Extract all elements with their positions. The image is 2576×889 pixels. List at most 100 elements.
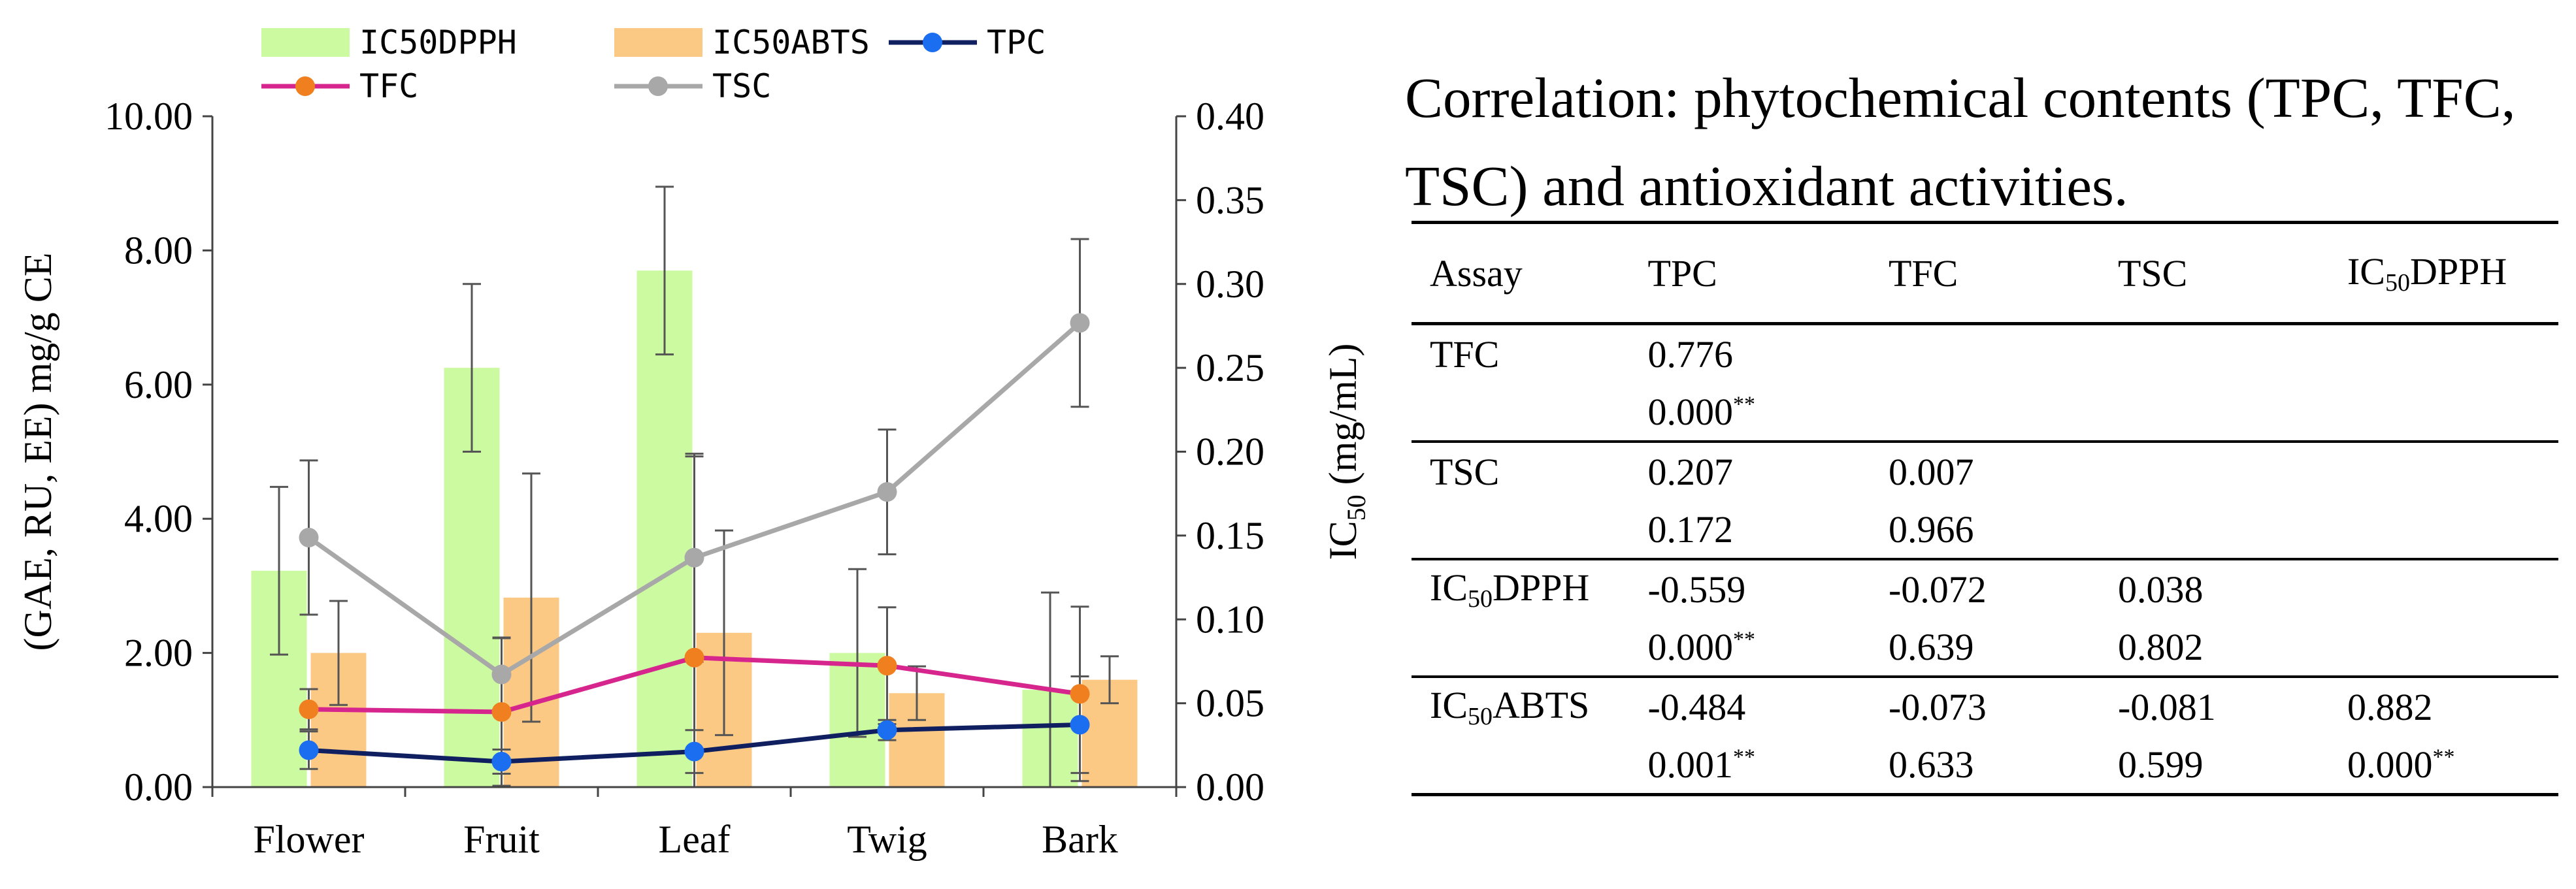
correlation-header-row: Assay TPC TFC TSC IC50DPPH [1412,221,2558,325]
correlation-coefficient: 0.007 [1888,450,1974,493]
correlation-table: Assay TPC TFC TSC IC50DPPH TFC 0.776 0.000** TS… [1412,221,2558,796]
legend-swatch-ic50abts [614,28,702,57]
y-right-tick-label: 0.40 [1196,95,1264,138]
row-label: TSC [1430,450,1500,493]
column-header-4: IC50DPPH [2328,221,2558,325]
legend-label-ic50abts: IC50ABTS [712,24,870,61]
point-tpc-flower [299,740,319,760]
p-value [1870,383,2100,443]
subscript: 50 [1468,585,1493,613]
p-value: 0.633 [1870,735,2100,796]
correlation-coefficient [2100,442,2329,500]
x-tick-label-flower: Flower [254,818,365,861]
y-left-tick-label: 4.00 [124,497,193,540]
correlation-coefficient: -0.081 [2117,685,2216,728]
y-left-tick-label: 10.00 [105,95,193,138]
significance-marker: ** [2432,745,2455,769]
bar-line-chart: IC50DPPH IC50ABTS TPC TFC TSC 0.00 2.00 4.00 6.… [16,24,1371,861]
x-tick-label-bark: Bark [1042,818,1118,861]
y-left-tick-label: 2.00 [124,632,193,675]
y-left-tick-label: 6.00 [124,363,193,406]
y-right-tick-label: 0.25 [1196,346,1264,389]
row-label-blank [1412,500,1630,560]
correlation-coefficient [2329,324,2558,383]
column-header-1: TPC [1629,221,1870,325]
subscript: 50 [1468,702,1493,730]
p-value: 0.639 [1870,618,2100,678]
row-label-blank [1412,618,1630,678]
error-bars-layer [270,186,1119,788]
correlation-coefficient [2329,442,2558,500]
correlation-coefficient [2100,324,2329,383]
p-value [2099,500,2329,560]
y-left-axis-title: (GAE, RU, EE) mg/g CE [16,253,59,651]
y-right-tick-label: 0.35 [1196,178,1264,221]
correlation-coefficient [1870,324,2100,383]
row-label: TFC [1430,332,1500,376]
x-tick-label-leaf: Leaf [659,818,731,861]
correlation-coefficient: -0.072 [1888,568,1987,611]
y-right-tick-label: 0.20 [1196,430,1264,474]
p-value: 0.001** [1629,735,1870,796]
point-tpc-fruit [491,751,512,771]
row-label-blank [1412,383,1630,443]
y-right-axis-title: IC50 (mg/mL) [1321,344,1371,560]
correlation-coefficient: -0.484 [1647,685,1746,728]
point-tfc-fruit [491,702,512,722]
correlation-coefficient: 0.038 [2117,568,2204,611]
point-tsc-bark [1070,313,1090,333]
p-value: 0.000** [2328,735,2558,796]
legend-label-ic50dpph: IC50DPPH [359,24,517,61]
table-row-r: IC50DPPH -0.559 -0.072 0.038 [1412,559,2558,618]
y-right-tick-label: 0.05 [1196,682,1264,725]
correlation-coefficient: 0.776 [1647,332,1733,376]
correlation-coefficient: -0.073 [1888,685,1987,728]
p-value: 0.802 [2099,618,2329,678]
point-tpc-bark [1070,715,1090,735]
legend-swatch-marker-tfc [295,76,315,96]
significance-marker: ** [1732,627,1755,652]
significance-marker: ** [1732,392,1755,417]
point-tfc-bark [1070,684,1090,704]
y-right-tick-label: 0.10 [1196,598,1264,641]
table-row-r: IC50ABTS -0.484 -0.073 -0.081 0.882 [1412,677,2558,735]
p-value: 0.000** [1629,383,1870,443]
p-value: 0.000** [1629,618,1870,678]
bar-ic50dpph-leaf [636,270,693,788]
table-row-r: TFC 0.776 [1412,324,2558,383]
correlation-coefficient: 0.207 [1647,450,1733,493]
p-value [2099,383,2329,443]
table-row-p: 0.000** 0.639 0.802 [1412,618,2558,678]
significance-marker: ** [1732,745,1755,769]
y-left-tick-label: 0.00 [124,766,193,809]
correlation-coefficient: 0.882 [2347,685,2433,728]
table-row-r: TSC 0.207 0.007 [1412,442,2558,500]
x-tick-label-fruit: Fruit [463,818,540,861]
y-right-tick-label: 0.30 [1196,263,1264,306]
row-label-blank [1412,735,1630,796]
p-value [2328,383,2558,443]
point-tsc-flower [299,527,319,547]
correlation-title: Correlation: phytochemical contents (TPC… [1405,66,2516,218]
lines-layer [299,313,1090,771]
column-header-2: TFC [1870,221,2100,325]
y-left-tick-label: 8.00 [124,229,193,272]
legend-swatch-marker-tsc [648,76,668,96]
point-tsc-twig [877,482,897,502]
y-right-tick-label: 0.00 [1196,766,1264,809]
legend-label-tpc: TPC [987,24,1046,61]
column-header-3: TSC [2099,221,2329,325]
table-row-p: 0.000** [1412,383,2558,443]
p-value: 0.599 [2099,735,2329,796]
row-label: IC50DPPH [1430,566,1590,613]
x-tick-label-twig: Twig [847,818,927,861]
point-tsc-fruit [491,664,512,685]
table-row-p: 0.172 0.966 [1412,500,2558,560]
p-value: 0.172 [1629,500,1870,560]
chart-legend: IC50DPPH IC50ABTS TPC TFC TSC [261,24,1046,105]
p-value [2328,500,2558,560]
legend-label-tsc: TSC [712,67,771,105]
point-tfc-flower [299,699,319,719]
point-tpc-leaf [684,741,704,762]
legend-swatch-ic50dpph [261,28,350,57]
